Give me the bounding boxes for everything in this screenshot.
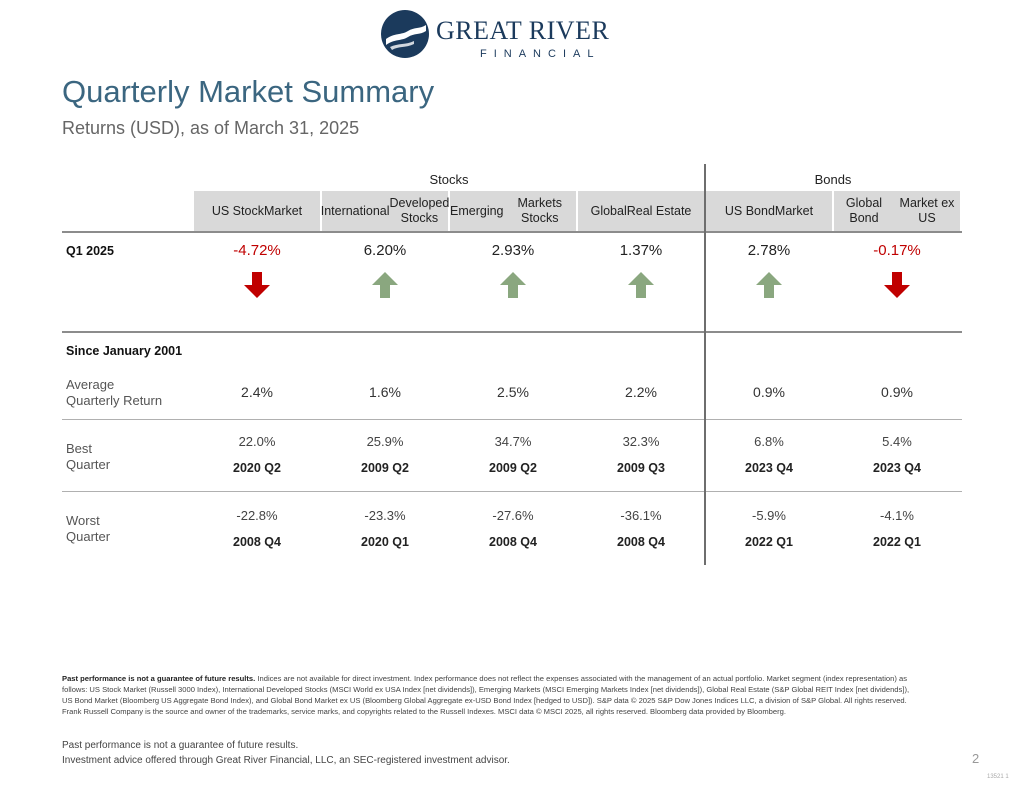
page-number: 2 (972, 751, 980, 766)
column-header-line: Markets Stocks (517, 196, 562, 225)
best-quarter-date: 2009 Q2 (361, 461, 409, 475)
row-label-worst: Worst Quarter (66, 513, 110, 545)
column-header-line: Developed Stocks (389, 196, 450, 225)
q1-return-value: 2.93% (491, 242, 535, 259)
best-quarter-date: 2023 Q4 (745, 461, 793, 475)
footer-advisor-note: Investment advice offered through Great … (62, 755, 510, 766)
average-return-value: 2.2% (625, 384, 657, 400)
worst-quarter-date: 2022 Q1 (873, 535, 921, 549)
q1-return-value: 1.37% (619, 242, 663, 259)
row-label-line: Quarterly Return (66, 393, 163, 408)
brand-logo: GREAT RIVER FINANCIAL (380, 9, 610, 61)
worst-quarter-date: 2008 Q4 (233, 535, 281, 549)
arrow-up-icon (372, 272, 398, 298)
worst-return-value: -4.1% (880, 508, 914, 523)
section-rule (62, 331, 962, 333)
column-header: US Bond Market (706, 191, 832, 231)
worst-quarter-date: 2008 Q4 (489, 535, 537, 549)
best-quarter-date: 2020 Q2 (233, 461, 281, 475)
column-header-line: Real Estate (626, 203, 692, 218)
section-label-since-2001: Since January 2001 (66, 344, 183, 358)
column-header-line: Global (590, 203, 627, 218)
q1-return-value: 2.78% (747, 242, 791, 259)
q1-return-value: -4.72% (233, 242, 281, 259)
q1-return-value: -0.17% (873, 242, 921, 259)
column-header-line: Market ex US (899, 196, 955, 225)
disclosure-bold: Past performance is not a guarantee of f… (62, 674, 256, 683)
disclosure-body: Indices are not available for direct inv… (62, 674, 910, 716)
row-label-line: Quarter (66, 457, 111, 472)
worst-quarter-date: 2008 Q4 (617, 535, 665, 549)
column-header: Global Bond Market ex US (834, 191, 960, 231)
worst-return-value: -23.3% (364, 508, 406, 523)
row-rule (62, 419, 962, 420)
header-rule (62, 231, 962, 233)
average-return-value: 2.5% (497, 384, 529, 400)
brand-name: GREAT RIVER (436, 16, 610, 45)
page-subtitle: Returns (USD), as of March 31, 2025 (62, 118, 360, 138)
column-header-line: US Stock (211, 203, 264, 218)
row-label-line: Average (66, 377, 115, 392)
row-label-best: Best Quarter (66, 441, 110, 473)
best-quarter-date: 2023 Q4 (873, 461, 921, 475)
column-header: International Developed Stocks (320, 191, 450, 231)
disclosure-text: Past performance is not a guarantee of f… (62, 673, 912, 717)
worst-return-value: -5.9% (752, 508, 786, 523)
river-emblem-icon (381, 10, 429, 58)
worst-return-value: -22.8% (236, 508, 278, 523)
average-return-value: 2.4% (241, 384, 273, 400)
column-header: US Stock Market (194, 191, 320, 231)
column-header-line: Global Bond (845, 196, 883, 225)
worst-return-value: -27.6% (492, 508, 534, 523)
group-label-bonds: Bonds (814, 172, 852, 187)
row-label-line: Best (66, 441, 93, 456)
row-label-q1: Q1 2025 (66, 244, 114, 258)
average-return-value: 1.6% (369, 384, 401, 400)
document-code: 13521 1 (987, 774, 1009, 780)
page-title: Quarterly Market Summary (62, 74, 435, 109)
best-return-value: 5.4% (882, 434, 912, 449)
best-return-value: 6.8% (754, 434, 784, 449)
arrow-down-icon (244, 272, 270, 298)
arrow-up-icon (628, 272, 654, 298)
footer-performance-note: Past performance is not a guarantee of f… (62, 740, 299, 751)
worst-return-value: -36.1% (620, 508, 662, 523)
worst-quarter-date: 2022 Q1 (745, 535, 793, 549)
column-header-line: Market (263, 203, 303, 218)
column-header: Emerging Markets Stocks (450, 191, 576, 231)
best-return-value: 34.7% (494, 434, 532, 449)
row-label-line: Quarter (66, 529, 111, 544)
average-return-value: 0.9% (753, 384, 785, 400)
group-label-stocks: Stocks (429, 172, 469, 187)
brand-subname: FINANCIAL (480, 48, 601, 60)
column-header-line: Emerging (450, 203, 504, 218)
best-return-value: 22.0% (238, 434, 276, 449)
average-return-value: 0.9% (881, 384, 913, 400)
stocks-bonds-divider (704, 164, 706, 565)
q1-return-value: 6.20% (363, 242, 407, 259)
arrow-up-icon (500, 272, 526, 298)
column-header: Global Real Estate (578, 191, 704, 231)
best-return-value: 32.3% (622, 434, 660, 449)
column-header-line: Market (774, 203, 814, 218)
column-header-line: International (320, 203, 390, 218)
arrow-up-icon (756, 272, 782, 298)
column-header-line: US Bond (724, 203, 775, 218)
row-label-line: Worst (66, 513, 100, 528)
worst-quarter-date: 2020 Q1 (361, 535, 409, 549)
best-quarter-date: 2009 Q3 (617, 461, 665, 475)
row-rule (62, 491, 962, 492)
best-return-value: 25.9% (366, 434, 404, 449)
arrow-down-icon (884, 272, 910, 298)
best-quarter-date: 2009 Q2 (489, 461, 537, 475)
row-label-average: Average Quarterly Return (66, 377, 162, 409)
